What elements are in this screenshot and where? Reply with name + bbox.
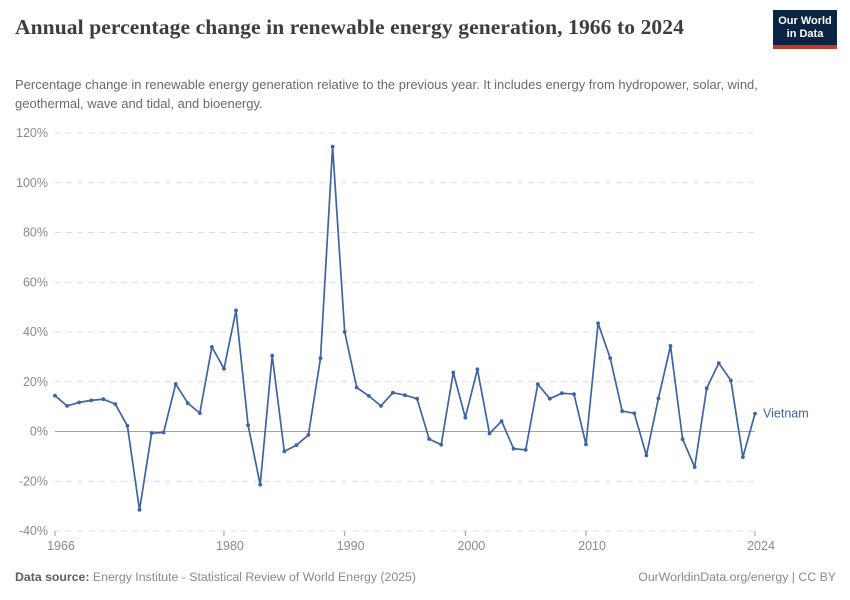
- chart-subtitle: Percentage change in renewable energy ge…: [15, 77, 758, 111]
- data-source-note: Data source: Energy Institute - Statisti…: [15, 570, 416, 584]
- y-axis-tick-label: 60%: [23, 275, 48, 289]
- y-axis-tick-label: 80%: [23, 226, 48, 240]
- series-line-vietnam[interactable]: [54, 145, 756, 511]
- data-point[interactable]: [463, 415, 468, 420]
- data-point[interactable]: [511, 446, 516, 451]
- data-point[interactable]: [547, 396, 552, 401]
- y-axis-tick-label: 120%: [16, 126, 48, 140]
- x-axis-tick-label: 2010: [578, 539, 606, 553]
- data-point[interactable]: [499, 419, 504, 423]
- data-point[interactable]: [210, 345, 214, 349]
- y-axis-tick-label: 40%: [23, 325, 48, 339]
- data-point[interactable]: [439, 442, 444, 447]
- data-point[interactable]: [608, 356, 613, 360]
- owid-logo-line2: in Data: [786, 28, 824, 40]
- data-point[interactable]: [475, 367, 480, 372]
- data-point[interactable]: [451, 370, 456, 375]
- data-point[interactable]: [354, 385, 359, 390]
- data-point[interactable]: [342, 330, 347, 334]
- data-point[interactable]: [535, 382, 540, 387]
- data-point[interactable]: [753, 411, 757, 416]
- data-point[interactable]: [77, 400, 81, 405]
- data-point[interactable]: [366, 394, 371, 398]
- data-point[interactable]: [692, 465, 697, 469]
- data-point[interactable]: [584, 442, 588, 447]
- data-point[interactable]: [89, 398, 94, 403]
- data-point[interactable]: [741, 455, 745, 459]
- entity-label-vietnam[interactable]: Vietnam: [763, 407, 809, 421]
- footer: Data source: Energy Institute - Statisti…: [15, 570, 836, 584]
- y-axis-tick-label: 0%: [30, 425, 48, 439]
- data-point[interactable]: [125, 423, 130, 428]
- data-point[interactable]: [572, 392, 576, 397]
- data-point[interactable]: [560, 391, 564, 396]
- y-axis-tick-label: -20%: [19, 474, 48, 488]
- data-point[interactable]: [149, 431, 154, 436]
- data-point[interactable]: [161, 430, 166, 435]
- data-point[interactable]: [704, 386, 709, 391]
- data-point[interactable]: [53, 393, 57, 398]
- data-point[interactable]: [65, 404, 69, 408]
- data-point[interactable]: [246, 423, 251, 428]
- x-axis-tick-label: 1980: [216, 539, 244, 553]
- data-point[interactable]: [318, 356, 323, 360]
- data-point[interactable]: [391, 390, 395, 395]
- header: Annual percentage change in renewable en…: [15, 13, 835, 42]
- owid-logo-line1: Our World: [778, 15, 832, 27]
- data-point[interactable]: [222, 366, 226, 371]
- data-point[interactable]: [644, 453, 649, 458]
- data-point[interactable]: [137, 508, 142, 512]
- data-point[interactable]: [716, 361, 721, 365]
- data-point[interactable]: [282, 449, 287, 454]
- data-point[interactable]: [596, 321, 600, 326]
- data-point[interactable]: [258, 482, 263, 487]
- data-point[interactable]: [620, 409, 625, 413]
- data-point[interactable]: [487, 431, 492, 436]
- data-point[interactable]: [415, 396, 419, 401]
- data-point[interactable]: [234, 308, 238, 313]
- owid-logo[interactable]: Our World in Data: [773, 10, 837, 49]
- x-axis-tick-label: 1966: [47, 539, 75, 553]
- data-point[interactable]: [197, 411, 202, 415]
- x-axis-tick-label: 1990: [337, 539, 365, 553]
- data-point[interactable]: [330, 144, 335, 149]
- data-point[interactable]: [270, 353, 275, 358]
- data-point[interactable]: [294, 443, 299, 448]
- y-axis-tick-label: 20%: [23, 375, 48, 389]
- data-point[interactable]: [306, 433, 311, 437]
- x-axis-tick-label: 2000: [457, 539, 485, 553]
- data-point[interactable]: [185, 401, 190, 405]
- data-point[interactable]: [729, 378, 733, 383]
- data-point[interactable]: [523, 448, 528, 452]
- line-chart-canvas: 120% 100% 80% 60% 40% 20% 0% -20% -40%1966 1980 19…: [16, 126, 809, 553]
- x-axis-tick-label: 2024: [747, 539, 775, 553]
- data-point[interactable]: [656, 396, 661, 401]
- data-point[interactable]: [113, 402, 118, 406]
- data-source-text: Energy Institute - Statistical Review of…: [89, 570, 416, 584]
- data-point[interactable]: [632, 411, 637, 416]
- chart-title: Annual percentage change in renewable en…: [15, 15, 684, 39]
- y-axis-tick-label: 100%: [16, 176, 48, 190]
- data-point[interactable]: [680, 437, 685, 442]
- data-point[interactable]: [403, 393, 407, 398]
- y-axis-tick-label: -40%: [19, 524, 48, 538]
- data-point[interactable]: [173, 382, 178, 386]
- data-source-label: Data source:: [15, 570, 90, 584]
- data-point[interactable]: [379, 404, 383, 408]
- data-point[interactable]: [668, 344, 673, 348]
- data-point[interactable]: [101, 397, 106, 402]
- data-point[interactable]: [427, 437, 431, 441]
- rights-link[interactable]: OurWorldinData.org/energy | CC BY: [638, 570, 836, 584]
